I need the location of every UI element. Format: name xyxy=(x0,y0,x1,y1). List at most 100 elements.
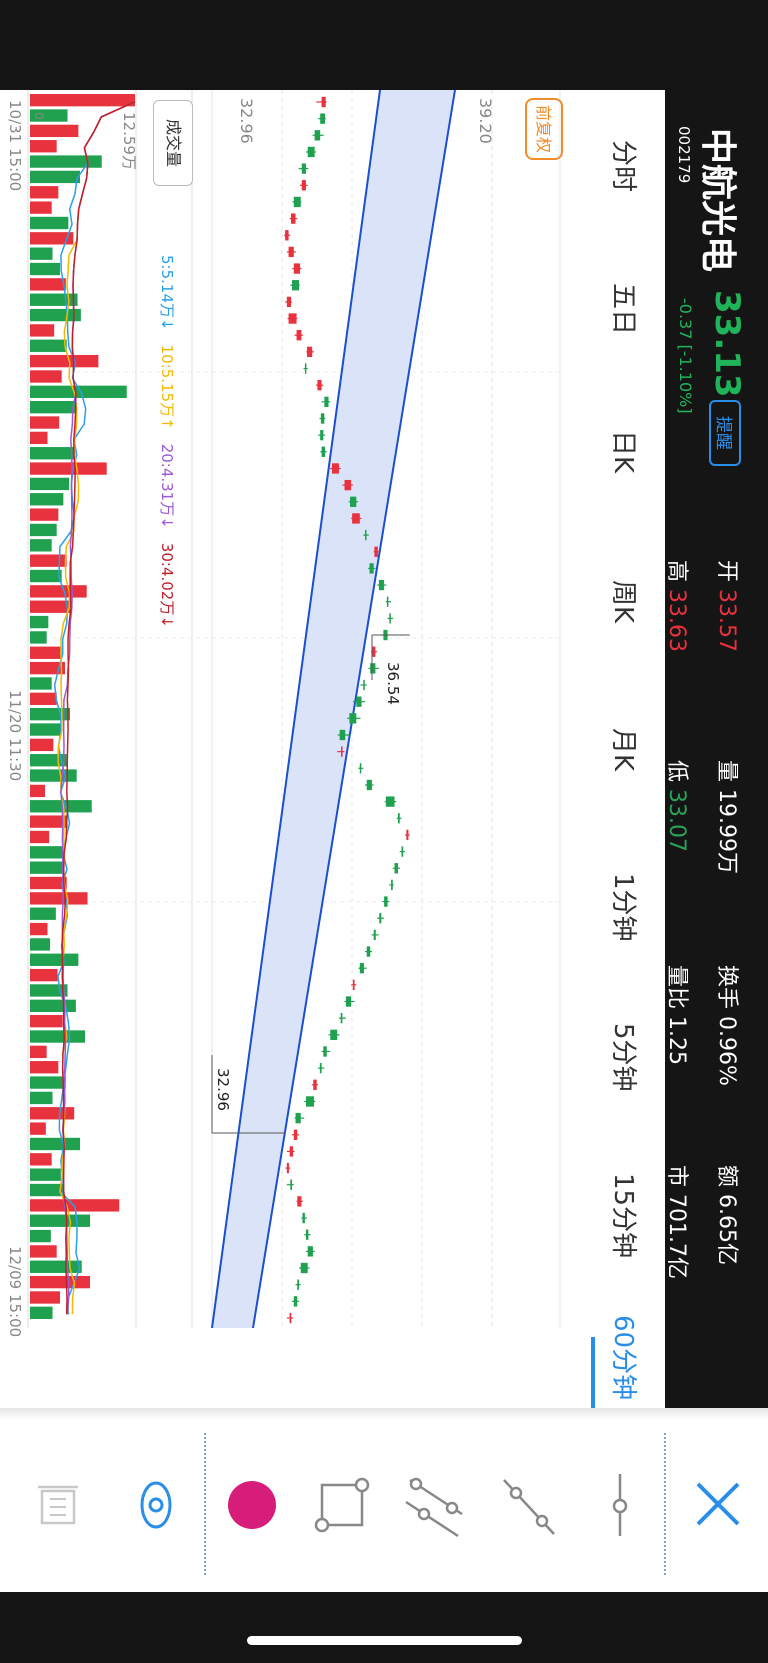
stat-value: 701.7亿 xyxy=(664,1194,689,1279)
volume-bar xyxy=(30,907,56,920)
candle-body xyxy=(341,746,343,757)
volume-bar xyxy=(30,692,57,705)
candle-body xyxy=(389,613,391,624)
rectangle-tool-icon[interactable] xyxy=(314,1477,374,1537)
tab-5[interactable]: 1分钟 xyxy=(608,873,638,942)
candle-body xyxy=(293,196,301,208)
stat-label: 量比 xyxy=(664,965,689,1016)
trash-icon[interactable] xyxy=(30,1477,86,1533)
candle-body xyxy=(374,546,378,557)
volume-bar xyxy=(30,600,71,613)
volume-ma-line xyxy=(60,101,136,1315)
volume-bar xyxy=(30,539,52,552)
stat-label: 额 xyxy=(714,1165,739,1194)
kline-chart[interactable] xyxy=(0,90,594,1408)
tab-6[interactable]: 5分钟 xyxy=(608,1023,638,1092)
candle-body xyxy=(345,996,352,1007)
tab-2[interactable]: 日K xyxy=(608,430,638,474)
volume-bar xyxy=(30,569,62,583)
candle-body xyxy=(317,380,322,391)
quote-header: 中航光电 002179 33.13 -0.37 [-1.10%] 提醒 开 33… xyxy=(663,90,768,1408)
drawing-toolbar xyxy=(0,1408,768,1592)
volume-bar xyxy=(30,216,69,230)
volume-ma-3: 30:4.02万↓ xyxy=(158,542,176,628)
volume-bar xyxy=(30,462,107,475)
price-change: -0.37 [-1.10%] xyxy=(676,298,695,414)
home-indicator[interactable] xyxy=(247,1636,522,1645)
alert-button[interactable]: 提醒 xyxy=(709,400,741,466)
parallel-channel-icon[interactable] xyxy=(402,1474,472,1540)
status-bar xyxy=(0,0,768,90)
stat-0: 开 33.57 xyxy=(713,560,745,652)
candle-body xyxy=(305,1229,309,1240)
candle-body xyxy=(304,363,307,374)
volume-bar xyxy=(30,109,68,122)
volume-bar xyxy=(30,769,77,782)
volume-bar xyxy=(30,232,74,245)
volume-bar xyxy=(30,922,48,936)
eye-icon[interactable] xyxy=(128,1477,184,1533)
tab-0[interactable]: 分时 xyxy=(608,140,638,193)
tab-1[interactable]: 五日 xyxy=(608,283,638,336)
volume-bar xyxy=(30,1275,91,1289)
stat-label: 换手 xyxy=(714,965,739,1016)
volume-bar xyxy=(30,339,67,352)
candle-body xyxy=(330,1029,338,1040)
candle-body xyxy=(332,463,339,474)
channel-line-upper xyxy=(252,90,456,1329)
volume-bar xyxy=(30,262,61,276)
tab-8[interactable]: 60分钟 xyxy=(608,1315,638,1401)
volume-bar xyxy=(30,631,47,644)
color-picker-icon[interactable] xyxy=(224,1477,280,1533)
volume-bar xyxy=(30,1076,66,1089)
candle-body xyxy=(366,946,371,957)
volume-bar xyxy=(30,1306,53,1319)
volume-bar xyxy=(30,140,57,153)
stat-value: 19.99万 xyxy=(714,789,739,874)
candle-body xyxy=(401,846,404,857)
volume-bar xyxy=(30,953,79,966)
volume-bar xyxy=(30,385,127,398)
close-icon[interactable] xyxy=(692,1478,744,1530)
volume-bar xyxy=(30,431,48,445)
volume-bar xyxy=(30,170,81,184)
volume-bar xyxy=(30,447,76,460)
stat-label: 量 xyxy=(714,760,739,789)
line-segment-icon[interactable] xyxy=(500,1474,558,1540)
stat-6: 额 6.65亿 xyxy=(713,1165,745,1265)
volume-bar xyxy=(30,124,79,138)
volume-bar xyxy=(30,1260,82,1273)
candle-body xyxy=(386,596,389,607)
candle-body xyxy=(379,913,382,924)
channel-line-lower xyxy=(211,90,381,1329)
volume-bar xyxy=(30,493,64,506)
volume-ma-line xyxy=(61,101,136,1315)
tab-4[interactable]: 月K xyxy=(608,728,638,772)
volume-indicator-button[interactable]: 成交量 xyxy=(153,100,193,186)
stat-label: 高 xyxy=(664,560,689,589)
volume-bar xyxy=(30,94,135,107)
ray-icon[interactable] xyxy=(596,1470,646,1540)
volume-bar xyxy=(30,876,67,890)
volume-max-label: 12.59万 xyxy=(120,112,138,170)
volume-bar xyxy=(30,723,61,736)
candle-body xyxy=(314,130,321,141)
tab-7[interactable]: 15分钟 xyxy=(608,1173,638,1259)
volume-bar xyxy=(30,892,88,905)
candle-body xyxy=(352,513,360,524)
candle-body xyxy=(285,230,289,241)
candle-body xyxy=(291,213,296,224)
volume-bar xyxy=(30,201,52,214)
adjust-button[interactable]: 前复权 xyxy=(525,98,563,160)
volume-bar xyxy=(30,846,63,859)
tab-3[interactable]: 周K xyxy=(608,580,638,624)
volume-bar xyxy=(30,477,70,491)
stat-7: 市 701.7亿 xyxy=(663,1165,695,1279)
candle-body xyxy=(359,763,362,774)
candle-body xyxy=(319,1062,322,1074)
stat-value: 33.07 xyxy=(664,789,689,852)
stat-value: 0.96% xyxy=(714,1016,739,1086)
volume-bar xyxy=(30,968,58,982)
toolbar-divider-right xyxy=(664,1433,666,1575)
